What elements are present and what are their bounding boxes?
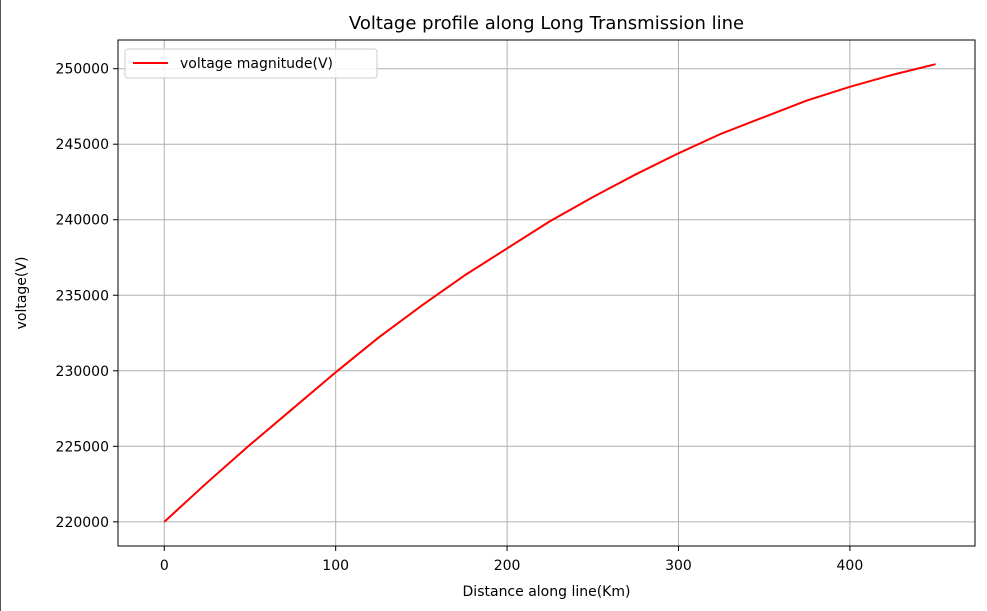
plot-frame — [117, 39, 976, 547]
series-line — [163, 63, 936, 523]
y-tick-label: 225000 — [56, 439, 109, 455]
x-tick-label: 200 — [494, 558, 521, 574]
chart-title: Voltage profile along Long Transmission … — [349, 13, 744, 34]
y-axis-label: voltage(V) — [14, 257, 30, 330]
y-tick-label: 250000 — [56, 62, 109, 78]
y-tick-label: 230000 — [56, 364, 109, 380]
legend: voltage magnitude(V) — [124, 48, 378, 79]
window-left-edge — [0, 0, 1, 611]
grid — [118, 40, 975, 546]
x-tick-label: 0 — [160, 558, 169, 574]
x-tick-label: 400 — [837, 558, 864, 574]
legend-box — [124, 48, 378, 79]
y-tick-label: 235000 — [56, 288, 109, 304]
x-tick-label: 300 — [665, 558, 692, 574]
y-tick-label: 240000 — [56, 213, 109, 229]
ticks: 0 100 200 300 400 220000 225000 230000 235000 240… — [56, 62, 864, 574]
y-tick-label: 220000 — [56, 515, 109, 531]
x-tick-label: 100 — [322, 558, 349, 574]
series-layer — [163, 63, 936, 523]
y-tick-label: 245000 — [56, 137, 109, 153]
x-axis-label: Distance along line(Km) — [463, 584, 631, 600]
legend-entry: voltage magnitude(V) — [180, 56, 333, 72]
